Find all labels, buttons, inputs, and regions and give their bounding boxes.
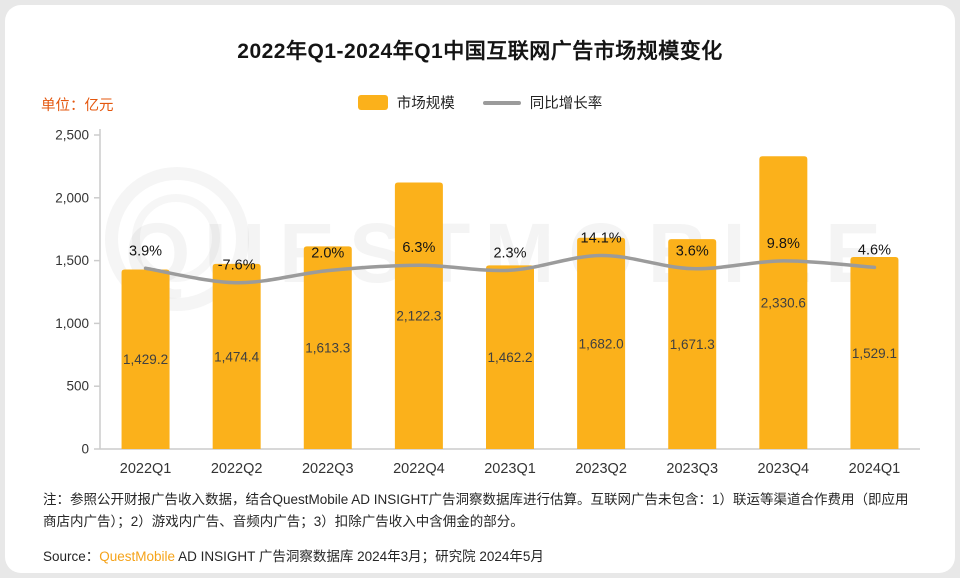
x-category-label: 2023Q2 (575, 461, 627, 477)
bar-2022Q4 (394, 182, 443, 449)
bar-2022Q3 (303, 246, 352, 449)
market-size-bar-line-chart: 0 500 1,000 1,500 2,000 2,500 1,429.2 2022Q1 1,4… (55, 128, 920, 477)
legend-line-label: 同比增长率 (529, 96, 603, 112)
growth-rate-line (143, 253, 877, 285)
growth-rate-label: 14.1% (581, 230, 622, 246)
y-tick-label: 2,000 (55, 190, 89, 205)
bar-2023Q3 (668, 239, 717, 449)
bar-value-label: 2,122.3 (396, 309, 441, 324)
x-category-label: 2022Q1 (120, 461, 172, 477)
source-line: Source：QuestMobile AD INSIGHT 广告洞察数据库 20… (43, 545, 544, 565)
bar-value-label: 2,330.6 (761, 296, 806, 311)
bar-value-label: 1,429.2 (123, 352, 168, 367)
growth-rate-label: 6.3% (402, 240, 435, 256)
bar-swatch-icon (357, 95, 388, 110)
y-tick-label: 2,500 (55, 128, 89, 143)
footnote: 注：参照公开财报广告收入数据，结合QuestMobile AD INSIGHT广… (43, 492, 909, 529)
bar-value-label: 1,462.2 (487, 350, 532, 365)
report-card: QUESTMOBILE 2022年Q1-2024年Q1中国互联网广告市场规模变化… (5, 5, 955, 573)
y-tick-label: 0 (81, 442, 89, 457)
legend: 市场规模 同比增长率 (5, 92, 955, 113)
bar-2023Q2 (577, 237, 626, 449)
growth-rate-label: 9.8% (767, 236, 800, 252)
growth-rate-label: 3.9% (129, 243, 162, 259)
line-swatch-icon (482, 100, 521, 105)
x-category-label: 2022Q2 (211, 461, 263, 477)
growth-rate-label: 3.6% (676, 244, 709, 260)
legend-item-growth-rate: 同比增长率 (482, 92, 603, 113)
source-rest: AD INSIGHT 广告洞察数据库 2024年3月；研究院 2024年5月 (175, 549, 544, 564)
source-brand: QuestMobile (99, 549, 176, 564)
bar-2023Q1 (486, 265, 534, 449)
growth-rate-label: 4.6% (858, 242, 891, 258)
bar-value-label: 1,613.3 (305, 341, 350, 356)
growth-rate-label: 2.0% (311, 246, 344, 262)
bar-value-label: 1,474.4 (214, 349, 260, 364)
x-category-label: 2023Q1 (484, 461, 536, 477)
bar-value-label: 1,682.0 (579, 336, 624, 351)
x-category-label: 2023Q4 (758, 461, 810, 477)
bar-value-label: 1,671.3 (670, 337, 715, 352)
bar-value-label: 1,529.1 (852, 346, 897, 361)
y-tick-label: 1,000 (55, 316, 89, 331)
bar-2023Q4 (759, 156, 808, 449)
legend-bar-label: 市场规模 (396, 96, 455, 112)
questmobile-logo-watermark-inner-icon (132, 194, 220, 282)
x-category-label: 2022Q4 (393, 461, 445, 477)
unit-label: 单位：亿元 (41, 98, 114, 114)
bar-2022Q2 (212, 263, 261, 449)
y-tick-label: 1,500 (55, 253, 89, 268)
chart-title: 2022年Q1-2024年Q1中国互联网广告市场规模变化 (237, 40, 723, 63)
x-category-label: 2023Q3 (666, 461, 718, 477)
legend-item-market-size: 市场规模 (357, 92, 455, 113)
y-tick-label: 500 (66, 379, 89, 394)
growth-rate-label: -7.6% (218, 258, 256, 274)
x-category-label: 2024Q1 (849, 461, 901, 477)
bar-2024Q1 (850, 256, 899, 449)
x-category-label: 2022Q3 (302, 461, 354, 477)
source-prefix: Source： (43, 549, 100, 564)
growth-rate-label: 2.3% (493, 245, 526, 261)
bar-2022Q1 (121, 269, 170, 449)
